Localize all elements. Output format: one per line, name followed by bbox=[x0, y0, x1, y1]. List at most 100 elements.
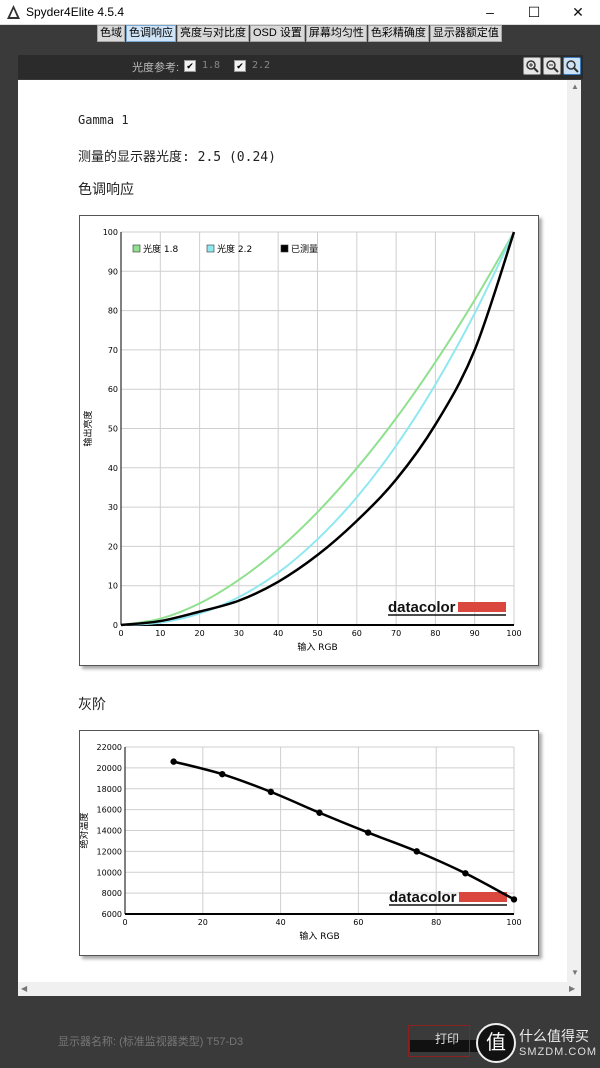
x-tick-label: 0 bbox=[122, 918, 127, 927]
y-tick-label: 14000 bbox=[97, 827, 122, 836]
window-title: Spyder4Elite 4.5.4 bbox=[26, 5, 125, 19]
legend-swatch-0 bbox=[132, 244, 141, 253]
data-point bbox=[364, 829, 372, 836]
measured-gamma-text: 测量的显示器光度: 2.5 (0.24) bbox=[78, 150, 276, 165]
y-tick-label: 60 bbox=[108, 385, 118, 394]
grayscale-chart: 0 20 40 60 80 100 6000 8000 10000 12000 14000 16000… bbox=[78, 730, 539, 956]
tab-color-accuracy[interactable]: 色彩精确度 bbox=[367, 25, 429, 42]
data-point bbox=[316, 809, 323, 816]
tab-gamut[interactable]: 色域 bbox=[97, 25, 125, 42]
x-tick-label: 40 bbox=[276, 918, 286, 927]
datacolor-logo-text: datacolor bbox=[388, 599, 456, 616]
x-tick-label: 90 bbox=[470, 629, 480, 638]
minimize-button[interactable]: – bbox=[468, 0, 512, 24]
horizontal-scrollbar[interactable]: ◀ ▶ bbox=[18, 982, 581, 996]
data-point bbox=[510, 896, 518, 903]
y-tick-label: 20 bbox=[108, 542, 118, 551]
x-tick-label: 40 bbox=[273, 629, 283, 638]
gamma-label: Gamma 1 bbox=[78, 113, 129, 127]
y-tick-label: 10000 bbox=[97, 868, 122, 877]
gamma-18-value: 1.8 bbox=[202, 60, 221, 71]
tab-brightness-contrast[interactable]: 亮度与对比度 bbox=[177, 25, 249, 42]
zoom-fit-button[interactable] bbox=[563, 57, 581, 75]
tab-bar: 色域 色调响应 亮度与对比度 OSD 设置 屏幕均匀性 色彩精确度 显示器额定值 bbox=[97, 25, 502, 42]
tab-display-rating[interactable]: 显示器额定值 bbox=[429, 25, 502, 42]
x-axis-label: 输入 RGB bbox=[299, 930, 339, 942]
y-tick-label: 6000 bbox=[102, 910, 122, 919]
vertical-scrollbar[interactable]: ▲ ▼ bbox=[567, 80, 581, 982]
minimize-icon: – bbox=[486, 4, 494, 20]
scroll-left-icon[interactable]: ◀ bbox=[21, 984, 28, 993]
datacolor-logo-text: datacolor bbox=[389, 889, 457, 906]
report-toolbar: 光度参考: ✔ 1.8 ✔ 2.2 bbox=[18, 55, 583, 79]
x-tick-label: 80 bbox=[431, 918, 441, 927]
legend-label-0: 光度 1.8 bbox=[143, 243, 178, 255]
y-axis-label: 绝对温度 bbox=[80, 812, 90, 848]
zoom-out-icon bbox=[546, 60, 559, 73]
gamma-22-value: 2.2 bbox=[252, 60, 271, 71]
smzdm-site-name: 什么值得买 bbox=[519, 1028, 589, 1044]
scroll-right-icon[interactable]: ▶ bbox=[569, 984, 576, 993]
grayscale-svg: 0 20 40 60 80 100 6000 8000 10000 12000 14000 16000… bbox=[78, 743, 522, 942]
tone-response-heading: 色调响应 bbox=[78, 181, 134, 197]
x-axis-label: 输入 RGB bbox=[297, 641, 337, 653]
x-tick-label: 60 bbox=[353, 918, 363, 927]
y-tick-label: 70 bbox=[108, 346, 118, 355]
maximize-icon: ☐ bbox=[527, 4, 541, 20]
zoom-out-button[interactable] bbox=[543, 57, 561, 75]
legend-label-1: 光度 2.2 bbox=[217, 243, 252, 255]
smzdm-logo-icon: 值 bbox=[476, 1023, 516, 1063]
display-name-label: 显示器名称: (标准监视器类型) T57-D3 bbox=[58, 1036, 244, 1048]
y-tick-label: 30 bbox=[108, 503, 118, 512]
x-tick-label: 100 bbox=[506, 918, 521, 927]
close-button[interactable]: ✕ bbox=[556, 0, 600, 24]
y-tick-label: 8000 bbox=[102, 889, 122, 898]
x-tick-label: 10 bbox=[155, 629, 165, 638]
y-tick-label: 0 bbox=[113, 621, 118, 630]
tab-osd-settings[interactable]: OSD 设置 bbox=[250, 25, 305, 42]
tab-tone-response[interactable]: 色调响应 bbox=[126, 25, 176, 42]
data-point bbox=[462, 870, 469, 877]
scroll-down-icon[interactable]: ▼ bbox=[571, 968, 579, 977]
y-tick-label: 22000 bbox=[97, 743, 122, 752]
smzdm-site-domain: SMZDM.COM bbox=[519, 1046, 598, 1058]
data-point bbox=[219, 770, 226, 778]
data-point bbox=[170, 758, 177, 765]
x-tick-label: 100 bbox=[506, 629, 521, 638]
y-tick-label: 18000 bbox=[97, 785, 122, 794]
legend-swatch-2 bbox=[280, 244, 289, 253]
report-page: Gamma 1 测量的显示器光度: 2.5 (0.24) 色调响应 0 10 20 3… bbox=[18, 80, 567, 982]
y-tick-label: 10 bbox=[108, 582, 118, 591]
grayscale-heading: 灰阶 bbox=[78, 696, 106, 712]
y-tick-label: 20000 bbox=[97, 764, 122, 773]
maximize-button[interactable]: ☐ bbox=[512, 0, 556, 24]
legend-label-2: 已测量 bbox=[291, 244, 318, 255]
y-tick-label: 100 bbox=[103, 228, 118, 237]
y-tick-label: 40 bbox=[108, 464, 118, 473]
tone-response-svg: 0 10 20 30 40 50 60 70 80 90 100 0 10 20 30 40 50 60 70 80 9… bbox=[82, 228, 522, 653]
legend-swatch-1 bbox=[206, 244, 215, 253]
x-tick-label: 0 bbox=[118, 629, 123, 638]
series-line-0 bbox=[173, 760, 515, 901]
tab-screen-uniformity[interactable]: 屏幕均匀性 bbox=[305, 25, 367, 42]
close-icon: ✕ bbox=[572, 4, 584, 20]
zoom-in-button[interactable] bbox=[523, 57, 541, 75]
x-tick-label: 80 bbox=[430, 629, 440, 638]
title-bar: Spyder4Elite 4.5.4 – ☐ ✕ bbox=[0, 0, 600, 25]
tone-response-chart: 0 10 20 30 40 50 60 70 80 90 100 0 10 20 30 40 50 60 70 80 9… bbox=[79, 215, 539, 666]
x-tick-label: 20 bbox=[195, 629, 205, 638]
gamma-18-checkbox[interactable]: ✔ bbox=[184, 60, 196, 72]
y-tick-label: 90 bbox=[108, 267, 118, 276]
x-tick-label: 60 bbox=[352, 629, 362, 638]
x-tick-label: 30 bbox=[234, 629, 244, 638]
scroll-up-icon[interactable]: ▲ bbox=[571, 82, 579, 91]
app-logo-icon bbox=[7, 5, 20, 19]
series-line-1 bbox=[120, 231, 515, 626]
series-line-2 bbox=[120, 231, 516, 627]
datacolor-logo-bar bbox=[458, 602, 506, 612]
data-point bbox=[267, 788, 275, 796]
zoom-fit-icon bbox=[566, 60, 579, 73]
gamma-22-checkbox[interactable]: ✔ bbox=[234, 60, 246, 72]
print-button[interactable]: 打印 bbox=[435, 1032, 460, 1046]
x-tick-label: 50 bbox=[312, 629, 322, 638]
